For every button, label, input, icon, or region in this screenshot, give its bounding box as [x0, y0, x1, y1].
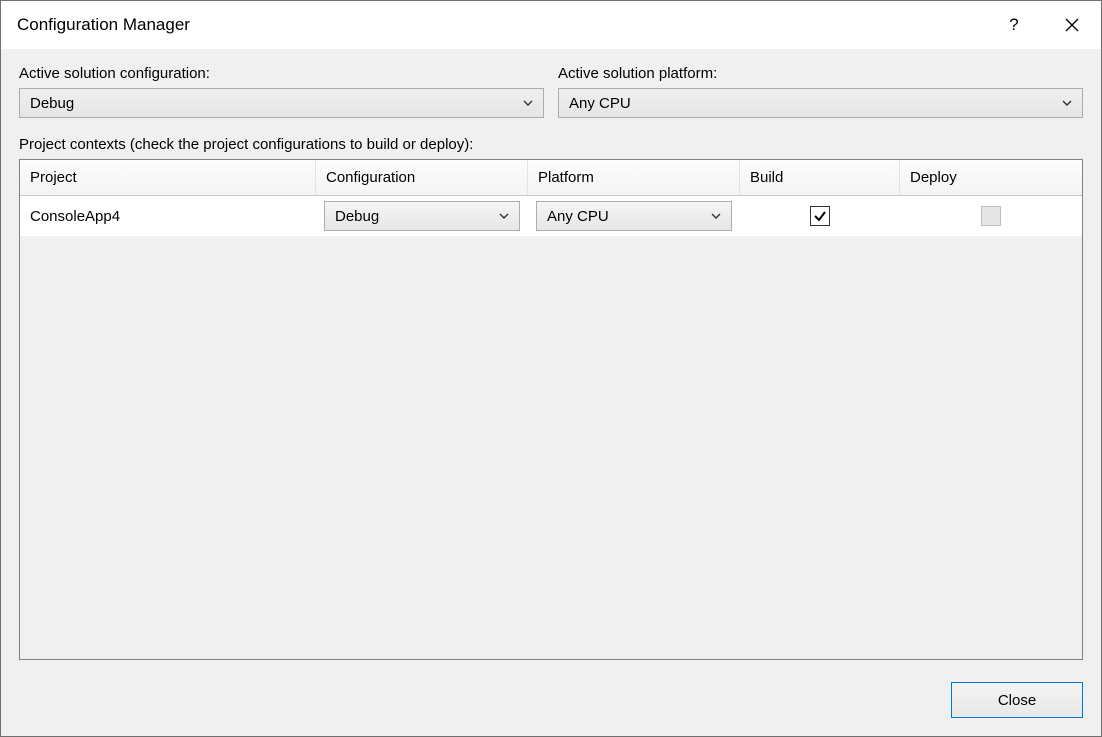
active-config-field: Active solution configuration: Debug [19, 65, 544, 118]
active-config-dropdown[interactable]: Debug [19, 88, 544, 118]
solution-selectors: Active solution configuration: Debug Act… [19, 65, 1083, 118]
project-contexts-grid: Project Configuration Platform Build Dep… [19, 159, 1083, 660]
column-header-deploy[interactable]: Deploy [900, 160, 1082, 195]
column-header-platform[interactable]: Platform [528, 160, 740, 195]
titlebar: Configuration Manager ? [1, 1, 1101, 49]
active-platform-field: Active solution platform: Any CPU [558, 65, 1083, 118]
row-configuration-value: Debug [335, 208, 499, 225]
grid-header: Project Configuration Platform Build Dep… [20, 160, 1082, 196]
chevron-down-icon [1062, 100, 1072, 107]
project-contexts-label: Project contexts (check the project conf… [19, 136, 1083, 153]
active-platform-value: Any CPU [569, 95, 1062, 112]
column-header-build[interactable]: Build [740, 160, 900, 195]
row-configuration-dropdown[interactable]: Debug [324, 201, 520, 231]
active-config-label: Active solution configuration: [19, 65, 544, 82]
deploy-checkbox [981, 206, 1001, 226]
dialog-footer: Close [19, 660, 1083, 718]
grid-body: ConsoleApp4 Debug Any CPU [20, 196, 1082, 659]
chevron-down-icon [711, 213, 721, 220]
active-platform-label: Active solution platform: [558, 65, 1083, 82]
column-header-configuration[interactable]: Configuration [316, 160, 528, 195]
table-row: ConsoleApp4 Debug Any CPU [20, 196, 1082, 236]
titlebar-controls: ? [985, 1, 1101, 48]
configuration-manager-window: Configuration Manager ? Active solution … [0, 0, 1102, 737]
cell-configuration: Debug [316, 196, 528, 236]
build-checkbox[interactable] [810, 206, 830, 226]
row-platform-value: Any CPU [547, 208, 711, 225]
row-platform-dropdown[interactable]: Any CPU [536, 201, 732, 231]
cell-deploy [900, 196, 1082, 236]
close-icon[interactable] [1043, 1, 1101, 48]
cell-build [740, 196, 900, 236]
chevron-down-icon [523, 100, 533, 107]
cell-project: ConsoleApp4 [20, 196, 316, 236]
help-icon[interactable]: ? [985, 1, 1043, 48]
active-platform-dropdown[interactable]: Any CPU [558, 88, 1083, 118]
active-config-value: Debug [30, 95, 523, 112]
window-title: Configuration Manager [17, 15, 985, 35]
close-button[interactable]: Close [951, 682, 1083, 718]
cell-platform: Any CPU [528, 196, 740, 236]
column-header-project[interactable]: Project [20, 160, 316, 195]
dialog-body: Active solution configuration: Debug Act… [1, 49, 1101, 736]
chevron-down-icon [499, 213, 509, 220]
